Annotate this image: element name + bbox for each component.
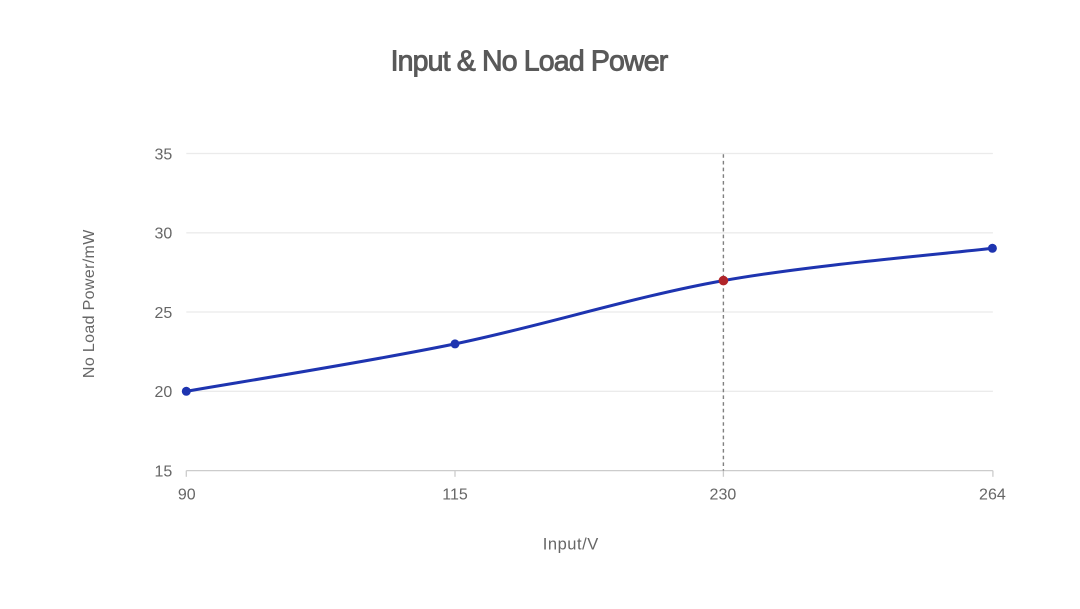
- svg-text:20: 20: [155, 384, 173, 401]
- svg-text:35: 35: [155, 146, 173, 163]
- svg-text:230: 230: [710, 487, 737, 504]
- svg-text:Input & No Load Power: Input & No Load Power: [391, 45, 669, 77]
- svg-text:15: 15: [155, 463, 173, 480]
- svg-text:115: 115: [442, 487, 468, 504]
- svg-text:Input/V: Input/V: [543, 536, 599, 554]
- svg-text:90: 90: [178, 487, 196, 504]
- svg-text:264: 264: [979, 487, 1006, 504]
- svg-text:No Load Power/mW: No Load Power/mW: [81, 229, 98, 378]
- svg-text:25: 25: [155, 305, 173, 322]
- svg-text:30: 30: [155, 226, 173, 243]
